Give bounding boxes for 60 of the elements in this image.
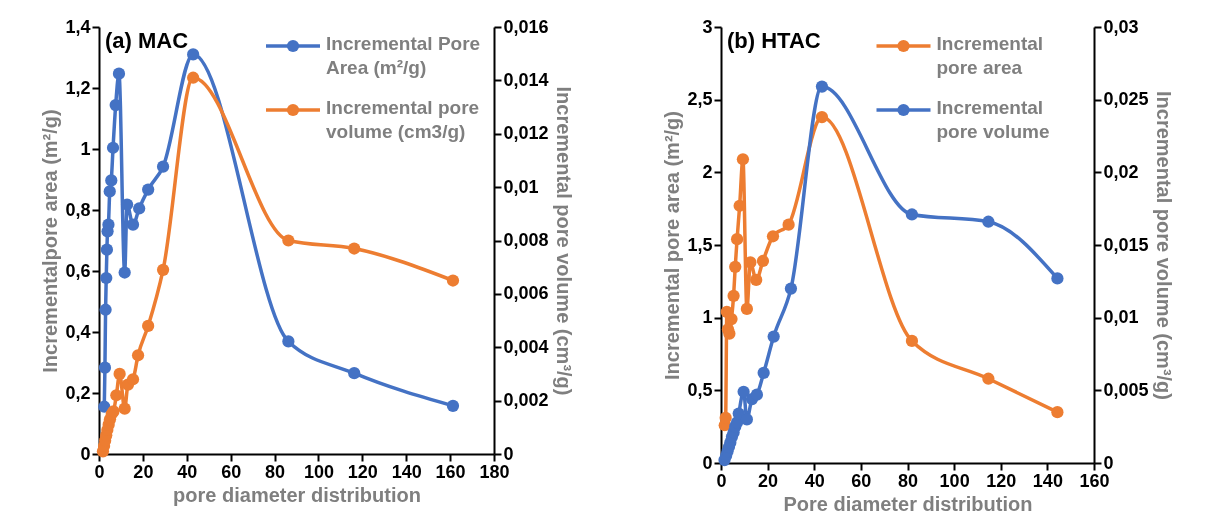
y-tick-label: 1,4 [65,16,91,37]
y-tick-label: 2 [702,161,713,182]
x-tick-label: 20 [133,461,154,482]
x-tick-label: 0 [94,461,105,482]
y2-tick-label: 0,01 [503,176,539,197]
y-tick-label: 2,5 [687,89,713,110]
x-axis-title: pore diameter distribution [173,483,421,506]
y2-tick-label: 0,004 [503,336,549,357]
y2-tick-label: 0,02 [1103,161,1139,182]
x-tick-label: 100 [939,470,970,491]
y-tick-label: 0,4 [65,321,91,342]
y-tick-label: 0 [80,443,91,464]
y2-tick-label: 0,01 [1103,307,1139,328]
x-tick-label: 140 [391,461,422,482]
x-tick-label: 80 [265,461,286,482]
y2-tick-label: 0,014 [503,69,549,90]
x-tick-label: 100 [303,461,334,482]
legend-label: Incremental pore volume [936,97,1050,142]
x-tick-label: 80 [897,470,919,491]
legend-label: Incremental pore area [936,33,1044,78]
x-tick-label: 0 [716,470,727,491]
x-tick-label: 120 [986,470,1017,491]
y2-tick-label: 0,012 [503,123,549,144]
y-tick-label: 0,2 [65,382,91,403]
y2-tick-label: 0 [503,443,514,464]
x-tick-label: 40 [804,470,825,491]
y2-axis-title: Incremental pore volume (cm³/g) [552,86,575,396]
y-tick-label: 3 [702,16,713,37]
x-tick-label: 180 [479,461,510,482]
x-tick-label: 40 [177,461,198,482]
x-tick-label: 160 [435,461,466,482]
x-tick-label: 20 [758,470,779,491]
x-tick-label: 160 [1079,470,1110,491]
y2-tick-label: 0,008 [503,230,549,250]
y-tick-label: 0,8 [65,199,91,220]
x-tick-label: 60 [851,470,872,491]
y-axis-title: Incremental pore area (m²/g) [661,111,684,380]
y2-tick-label: 0,002 [503,390,549,411]
y-tick-label: 1,2 [65,77,91,98]
x-axis-title: Pore diameter distribution [783,492,1033,515]
y2-tick-label: 0,015 [1103,234,1149,255]
legend-label: Incremental pore volume (cm3/g) [326,97,480,142]
x-tick-label: 120 [347,461,378,482]
y2-tick-label: 0,005 [1103,379,1149,400]
y2-axis-title: Incremental pore volume (cm³/g) [1152,91,1175,400]
legend-label: Incremental Pore Area (m²/g) [326,33,481,78]
chart-title: (b) HTAC [727,28,821,53]
x-tick-label: 140 [1032,470,1063,491]
y-tick-label: 0,6 [65,260,91,281]
y-tick-label: 1 [80,138,91,159]
chart-title: (a) MAC [105,28,189,53]
y2-tick-label: 0,006 [503,283,549,304]
y-axis-title: Incrementalpore area (m²/g) [39,109,62,373]
y2-tick-label: 0,016 [503,16,549,37]
y-tick-label: 1,5 [687,234,713,255]
y-tick-label: 1 [702,307,713,328]
y-tick-label: 0,5 [687,379,713,400]
y2-tick-label: 0,03 [1103,16,1139,37]
y2-tick-label: 0,025 [1103,89,1149,110]
x-tick-label: 60 [221,461,242,482]
